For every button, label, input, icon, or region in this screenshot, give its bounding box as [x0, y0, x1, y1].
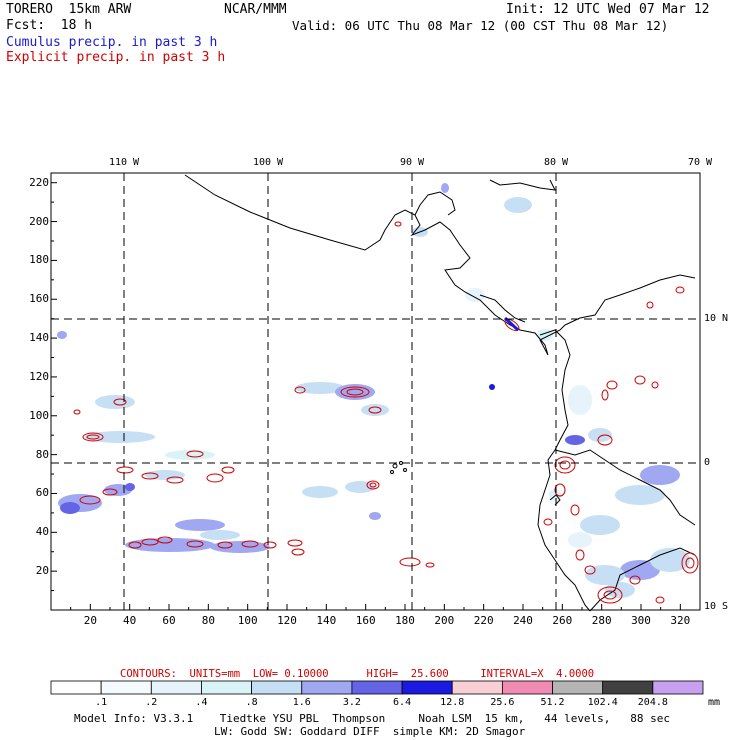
colorbar-label: 204.8: [637, 697, 668, 708]
forecast-hour: Fcst: 18 h: [6, 18, 93, 33]
y-tick-label: 120: [29, 369, 49, 383]
colorbar-label: 102.4: [587, 697, 618, 708]
grid-lines: [51, 173, 700, 610]
x-tick-label: 40: [123, 614, 137, 627]
explicit-legend: Explicit precip. in past 3 h: [6, 50, 226, 65]
x-tick-label: 120: [277, 614, 297, 627]
y-tick-label: 220: [29, 175, 49, 189]
x-tick-label: 160: [355, 614, 376, 627]
colorbar-label: 6.4: [393, 697, 412, 708]
colorbar-label: .2: [145, 697, 158, 708]
colorbar-label: .4: [195, 697, 208, 708]
x-tick-label: 80: [201, 614, 215, 627]
latitude-label: 10 N: [704, 313, 729, 324]
y-tick-label: 200: [29, 214, 49, 228]
longitude-label: 100 W: [252, 157, 284, 168]
x-tick-label: 180: [395, 614, 415, 627]
y-tick-label: 100: [29, 408, 49, 422]
colorbar-label: 1.6: [292, 697, 311, 708]
y-tick-label: 180: [29, 253, 49, 267]
x-tick-label: 260: [552, 614, 573, 627]
colorbar-label: 25.6: [490, 697, 515, 708]
x-tick-label: 200: [434, 614, 455, 627]
valid-time: Valid: 06 UTC Thu 08 Mar 12 (00 CST Thu …: [292, 18, 669, 33]
cumulus-legend: Cumulus precip. in past 3 h: [6, 35, 218, 50]
x-tick-label: 220: [473, 614, 494, 627]
y-tick-label: 140: [29, 331, 49, 345]
contours-info: CONTOURS: UNITS=mm LOW= 0.10000 HIGH= 25…: [120, 668, 595, 680]
colorbar-label: .1: [95, 697, 108, 708]
y-tick-label: 40: [35, 525, 49, 539]
explicit-contours: [73, 221, 699, 604]
x-tick-label: 140: [316, 614, 337, 627]
colorbar-label: 51.2: [540, 697, 565, 708]
longitude-label: 80 W: [543, 157, 569, 168]
y-tick-label: 20: [35, 564, 49, 578]
costa-rica-cumulus: [503, 316, 520, 332]
plot-frame: [50, 172, 701, 611]
latitude-label: 10 S: [704, 601, 729, 612]
x-tick-label: 100: [237, 614, 258, 627]
y-tick-label: 80: [35, 447, 49, 461]
x-tick-label: 20: [83, 614, 97, 627]
colorbar-units: mm: [708, 697, 721, 708]
y-tick-label: 160: [29, 292, 49, 306]
colorbar-label: 12.8: [440, 697, 465, 708]
x-tick-label: 280: [591, 614, 612, 627]
coastlines: [184, 174, 696, 612]
longitude-label: 90 W: [399, 157, 425, 168]
model-physics: LW: Godd SW: Goddard DIFF simple KM: 2D …: [214, 725, 526, 738]
precip-shading: [57, 183, 690, 598]
latitude-label: 0: [704, 457, 711, 468]
longitude-label: 70 W: [687, 157, 713, 168]
center-name: NCAR/MMM: [224, 2, 287, 17]
y-tick-label: 60: [35, 486, 49, 500]
model-info: Model Info: V3.3.1 Tiedtke YSU PBL Thomp…: [74, 712, 671, 725]
colorbar-label: .8: [245, 697, 258, 708]
init-time: Init: 12 UTC Wed 07 Mar 12: [506, 2, 710, 17]
model-name: TORERO 15km ARW: [6, 2, 132, 17]
x-tick-label: 320: [670, 614, 691, 627]
x-tick-label: 60: [162, 614, 176, 627]
x-tick-label: 300: [631, 614, 651, 627]
x-tick-label: 240: [513, 614, 533, 627]
longitude-label: 110 W: [108, 157, 140, 168]
colorbar-label: 3.2: [342, 697, 361, 708]
